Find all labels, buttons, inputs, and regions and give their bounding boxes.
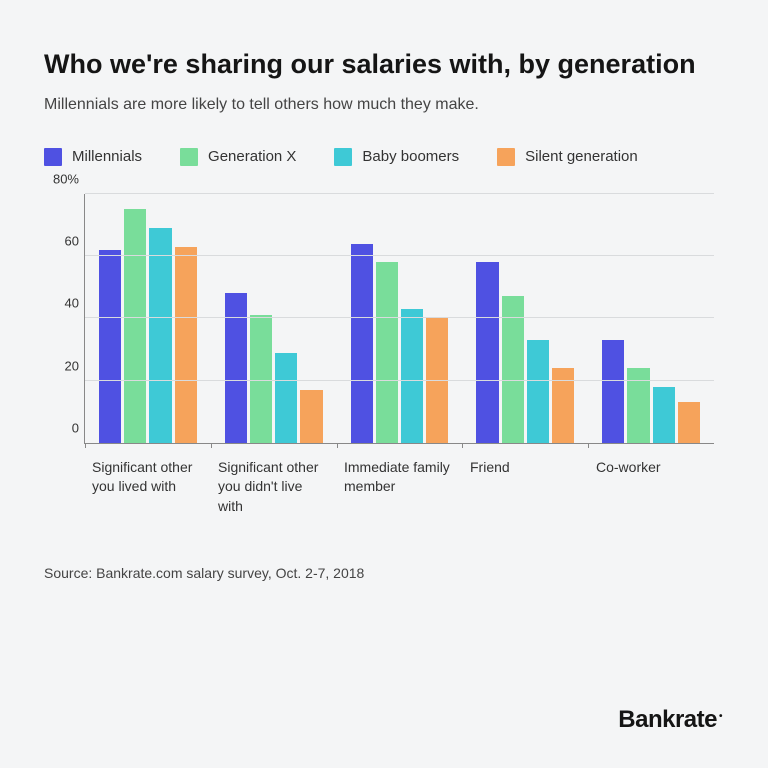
bar	[351, 244, 373, 443]
bar-group	[85, 194, 211, 443]
x-axis-label: Significant other you didn't live with	[210, 458, 336, 517]
bar	[476, 262, 498, 443]
brand-text: Bankrate	[618, 706, 717, 733]
bar	[426, 318, 448, 443]
source-note: Source: Bankrate.com salary survey, Oct.…	[44, 565, 724, 581]
x-axis-tick	[337, 443, 338, 448]
y-tick-label: 80%	[45, 171, 79, 186]
x-axis-label: Friend	[462, 458, 588, 517]
legend-swatch	[497, 148, 515, 166]
bar	[502, 296, 524, 442]
legend-swatch	[180, 148, 198, 166]
brand-dot: •	[719, 711, 722, 722]
gridline	[85, 255, 714, 256]
legend-item: Silent generation	[497, 148, 638, 166]
legend-label: Silent generation	[525, 148, 638, 165]
legend-label: Millennials	[72, 148, 142, 165]
legend-item: Generation X	[180, 148, 296, 166]
x-axis-tick	[462, 443, 463, 448]
gridline	[85, 193, 714, 194]
bar-chart: 020406080%	[84, 194, 714, 444]
legend-label: Baby boomers	[362, 148, 459, 165]
x-axis-labels: Significant other you lived withSignific…	[84, 458, 714, 517]
bar	[678, 402, 700, 442]
legend-swatch	[44, 148, 62, 166]
chart-subtitle: Millennials are more likely to tell othe…	[44, 96, 724, 114]
bar	[300, 390, 322, 443]
x-axis-label: Immediate family member	[336, 458, 462, 517]
gridline	[85, 317, 714, 318]
legend-item: Millennials	[44, 148, 142, 166]
bar	[401, 309, 423, 443]
bar	[99, 250, 121, 443]
bar-group	[211, 194, 337, 443]
y-tick-label: 60	[45, 234, 79, 249]
bar	[275, 353, 297, 443]
bar-groups	[85, 194, 714, 443]
bar-group	[337, 194, 463, 443]
bar	[124, 209, 146, 442]
bar	[653, 387, 675, 443]
x-axis-tick	[85, 443, 86, 448]
y-tick-label: 40	[45, 296, 79, 311]
bar	[175, 247, 197, 443]
x-axis-tick	[588, 443, 589, 448]
bar	[225, 293, 247, 442]
gridline	[85, 380, 714, 381]
x-axis-tick	[211, 443, 212, 448]
bar-group	[462, 194, 588, 443]
bar	[602, 340, 624, 443]
legend-label: Generation X	[208, 148, 296, 165]
legend: Millennials Generation X Baby boomers Silen…	[44, 148, 724, 166]
chart-title: Who we're sharing our salaries with, by …	[44, 48, 724, 82]
bar	[527, 340, 549, 443]
legend-item: Baby boomers	[334, 148, 459, 166]
y-tick-label: 20	[45, 358, 79, 373]
y-tick-label: 0	[45, 420, 79, 435]
x-axis-label: Co-worker	[588, 458, 714, 517]
bar	[376, 262, 398, 443]
bar	[149, 228, 171, 443]
legend-swatch	[334, 148, 352, 166]
brand-logo: Bankrate•	[618, 706, 720, 734]
x-axis-label: Significant other you lived with	[84, 458, 210, 517]
bar-group	[588, 194, 714, 443]
